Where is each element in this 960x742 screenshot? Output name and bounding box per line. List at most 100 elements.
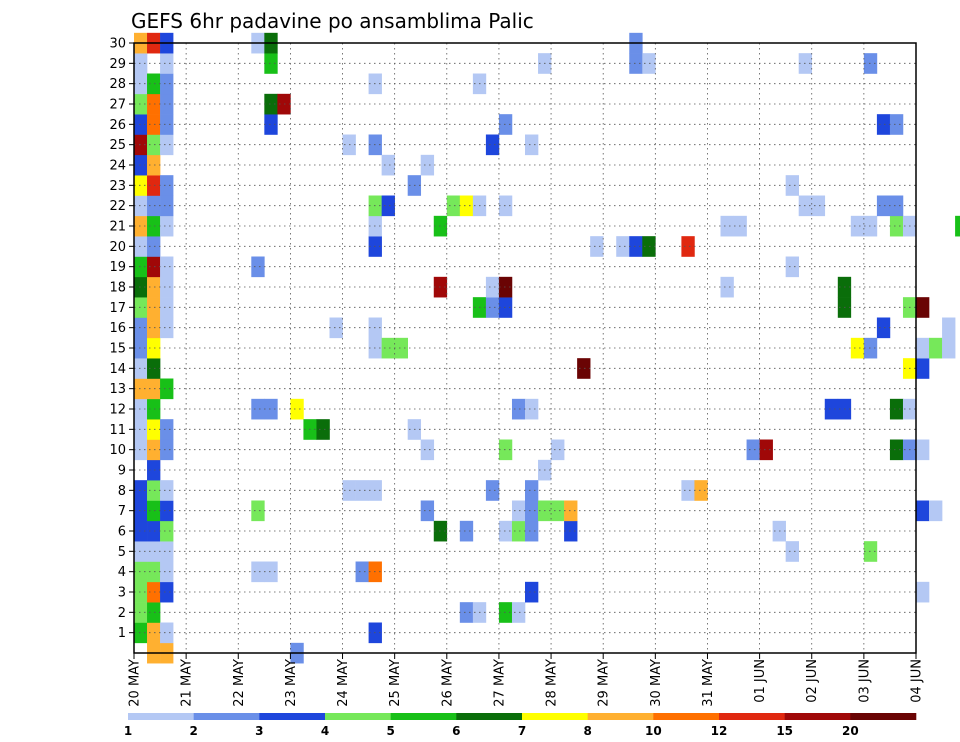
heatmap-cell bbox=[525, 480, 539, 501]
y-tick-label: 30 bbox=[109, 37, 126, 52]
y-tick-label: 28 bbox=[109, 77, 126, 92]
heatmap-cell bbox=[134, 215, 148, 237]
y-tick-label: 22 bbox=[109, 199, 126, 214]
heatmap-cell bbox=[134, 175, 148, 196]
grid-lines bbox=[134, 43, 916, 653]
heatmap-cell bbox=[134, 53, 148, 74]
heatmap-cell bbox=[889, 215, 904, 237]
y-tick-label: 4 bbox=[118, 565, 126, 580]
heatmap-cell bbox=[629, 236, 643, 257]
heatmap-cell bbox=[485, 480, 500, 501]
heatmap-cell bbox=[746, 439, 760, 461]
heatmap-cell bbox=[551, 500, 565, 522]
y-tick-label: 9 bbox=[118, 464, 126, 479]
heatmap-cell bbox=[681, 236, 695, 257]
heatmap-cell bbox=[720, 276, 734, 298]
heatmap-cell bbox=[134, 195, 148, 217]
heatmap-cell bbox=[251, 561, 265, 583]
heatmap-cell bbox=[316, 419, 330, 440]
heatmap-cell bbox=[329, 317, 343, 339]
heatmap-cell bbox=[694, 480, 708, 501]
legend-swatch bbox=[456, 713, 523, 720]
heatmap-cell bbox=[525, 134, 539, 156]
heatmap-cell bbox=[134, 276, 148, 298]
heatmap-cells bbox=[134, 32, 960, 664]
legend-label: 1 bbox=[124, 724, 132, 738]
x-tick-label: 30 MAY bbox=[649, 659, 664, 707]
heatmap-cell bbox=[147, 358, 161, 379]
heatmap-cell bbox=[160, 73, 174, 95]
heatmap-cell bbox=[134, 561, 148, 583]
heatmap-cell bbox=[147, 419, 161, 440]
heatmap-cell bbox=[942, 317, 956, 339]
heatmap-cell bbox=[616, 236, 630, 257]
y-tick-label: 26 bbox=[109, 118, 126, 133]
heatmap-cell bbox=[916, 581, 930, 603]
heatmap-cell bbox=[251, 256, 265, 278]
heatmap-cell bbox=[264, 561, 278, 583]
heatmap-cell bbox=[381, 195, 395, 217]
heatmap-cell bbox=[681, 480, 695, 501]
x-tick-label: 25 MAY bbox=[388, 659, 403, 707]
y-tick-label: 18 bbox=[109, 281, 126, 296]
heatmap-cell bbox=[811, 195, 826, 217]
heatmap-cell bbox=[160, 53, 174, 74]
x-tick-label: 20 MAY bbox=[128, 659, 143, 707]
heatmap-cell bbox=[420, 500, 435, 522]
heatmap-cell bbox=[160, 378, 174, 400]
heatmap-cell bbox=[134, 500, 148, 522]
x-tick-label: 27 MAY bbox=[492, 659, 507, 707]
y-tick-label: 16 bbox=[109, 321, 126, 336]
heatmap-cell bbox=[459, 602, 474, 623]
heatmap-cell bbox=[134, 378, 148, 400]
legend-label: 5 bbox=[386, 724, 394, 738]
heatmap-cell bbox=[564, 500, 578, 522]
x-tick-label: 22 MAY bbox=[232, 659, 247, 707]
heatmap-cell bbox=[160, 256, 174, 278]
heatmap-cell bbox=[147, 93, 161, 115]
x-tick-label: 02 JUN bbox=[805, 659, 820, 703]
heatmap-cell bbox=[485, 134, 500, 156]
heatmap-cell bbox=[134, 317, 148, 339]
heatmap-cell bbox=[264, 398, 278, 420]
heatmap-cell bbox=[134, 419, 148, 440]
heatmap-cell bbox=[916, 297, 930, 318]
color-legend: 1 2 3 4 5 6 7 8 10 12 15 20 bbox=[124, 713, 917, 738]
heatmap-cell bbox=[889, 398, 904, 420]
heatmap-cell bbox=[147, 195, 161, 217]
heatmap-cell bbox=[160, 419, 174, 440]
heatmap-cell bbox=[160, 317, 174, 339]
legend-swatch bbox=[719, 713, 785, 720]
chart-title: GEFS 6hr padavine po ansamblima Palic bbox=[131, 9, 534, 33]
heatmap-cell bbox=[551, 439, 565, 461]
heatmap-cell bbox=[525, 581, 539, 603]
heatmap-cell bbox=[485, 276, 500, 298]
x-tick-label: 23 MAY bbox=[284, 659, 299, 707]
heatmap-cell bbox=[511, 602, 526, 623]
legend-swatch bbox=[653, 713, 720, 720]
heatmap-cell bbox=[134, 622, 148, 644]
x-tick-label: 03 JUN bbox=[857, 659, 872, 703]
x-tick-label: 31 MAY bbox=[701, 659, 716, 707]
heatmap-cell bbox=[863, 215, 878, 237]
legend-swatch bbox=[325, 713, 391, 720]
heatmap-cell bbox=[147, 276, 161, 298]
heatmap-cell bbox=[160, 541, 174, 562]
heatmap-cell bbox=[876, 317, 891, 339]
heatmap-cell bbox=[147, 520, 161, 542]
y-tick-label: 19 bbox=[109, 260, 126, 275]
heatmap-cell bbox=[916, 439, 930, 461]
y-tick-label: 2 bbox=[118, 606, 126, 621]
heatmap-cell bbox=[785, 256, 799, 278]
heatmap-cell bbox=[147, 297, 161, 318]
heatmap-cell bbox=[134, 114, 148, 135]
heatmap-cell bbox=[889, 195, 904, 217]
heatmap-cell bbox=[147, 114, 161, 135]
heatmap-cell bbox=[511, 520, 526, 542]
heatmap-cell bbox=[577, 358, 591, 379]
y-tick-label: 6 bbox=[118, 525, 126, 540]
legend-label: 8 bbox=[583, 724, 591, 738]
y-tick-label: 24 bbox=[109, 159, 126, 174]
x-tick-label: 01 JUN bbox=[753, 659, 768, 703]
y-tick-label: 10 bbox=[109, 443, 126, 458]
